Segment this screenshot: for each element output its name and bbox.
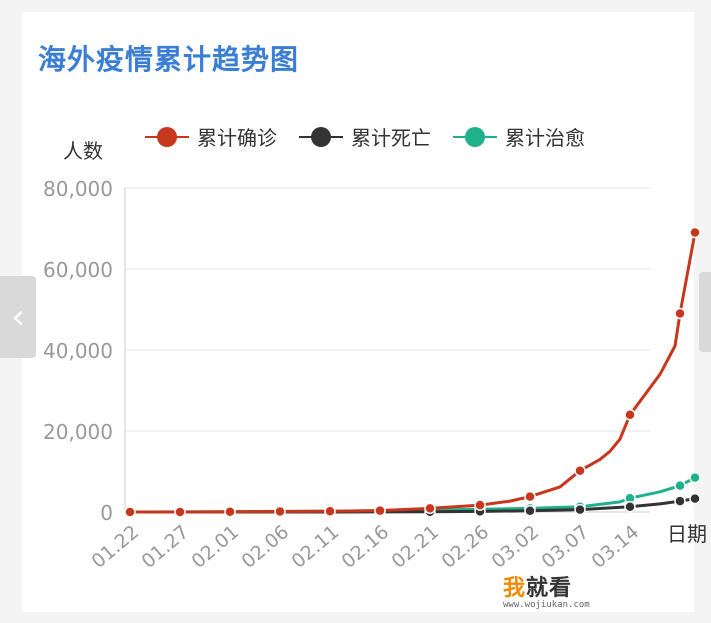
- watermark-main: 就看: [526, 576, 573, 601]
- legend-item-recovered[interactable]: 累计治愈: [453, 122, 585, 151]
- data-point: [674, 495, 686, 507]
- y-axis-label: 人数: [63, 139, 103, 163]
- watermark-accent: 我: [503, 576, 527, 601]
- legend-label-confirmed: 累计确诊: [197, 126, 277, 150]
- legend-item-deaths[interactable]: 累计死亡: [299, 122, 431, 151]
- data-point: [624, 500, 636, 513]
- data-point: [324, 505, 336, 518]
- data-point: [689, 471, 701, 484]
- legend-marker-deaths: [299, 126, 343, 147]
- legend-marker-confirmed: [145, 126, 189, 147]
- legend-marker-recovered: [453, 126, 497, 147]
- x-tick-label: 03.02: [487, 521, 543, 573]
- chart-legend: 累计确诊 累计死亡 累计治愈: [145, 122, 585, 151]
- series-line: [130, 232, 697, 514]
- watermark-logo: 我就看 www.wojiukan.com: [503, 570, 590, 610]
- data-point: [689, 226, 701, 239]
- next-arrow-button[interactable]: [699, 272, 711, 352]
- y-tick-label: 60,000: [43, 258, 113, 282]
- legend-label-recovered: 累计治愈: [505, 126, 585, 150]
- watermark-url: www.wojiukan.com: [503, 600, 590, 610]
- y-tick-label: 20,000: [43, 420, 113, 444]
- prev-arrow-button[interactable]: ‹: [0, 276, 36, 358]
- chevron-left-icon: ‹: [11, 297, 25, 337]
- data-point: [574, 464, 586, 477]
- data-point: [374, 504, 386, 517]
- data-point: [689, 492, 701, 505]
- data-point: [474, 499, 486, 511]
- x-tick-label: 02.26: [437, 521, 493, 573]
- x-tick-label: 01.27: [137, 521, 193, 573]
- data-point: [674, 479, 686, 492]
- x-tick-label: 02.16: [337, 521, 393, 573]
- legend-item-confirmed[interactable]: 累计确诊: [145, 122, 277, 151]
- y-tick-label: 0: [100, 501, 113, 525]
- x-tick-label: 02.01: [187, 521, 243, 573]
- x-tick-label: 02.06: [237, 521, 293, 573]
- data-point: [424, 502, 436, 515]
- x-tick-label: 02.11: [287, 521, 343, 573]
- data-point: [674, 307, 686, 320]
- data-point: [524, 505, 536, 517]
- x-tick-label: 03.14: [587, 521, 643, 573]
- x-tick-label: 02.21: [387, 521, 443, 573]
- data-point: [274, 505, 286, 518]
- y-tick-label: 80,000: [43, 177, 113, 201]
- x-tick-label: 01.22: [87, 521, 143, 573]
- x-tick-label: 03.07: [537, 521, 593, 573]
- data-point: [224, 506, 236, 518]
- x-axis-label: 日期: [667, 522, 707, 546]
- chart-title: 海外疫情累计趋势图: [38, 43, 300, 76]
- data-point: [574, 503, 586, 516]
- data-point: [174, 506, 186, 518]
- y-tick-label: 40,000: [43, 339, 113, 363]
- data-point: [624, 409, 636, 421]
- legend-label-deaths: 累计死亡: [351, 126, 431, 150]
- data-point: [124, 506, 136, 518]
- data-point: [524, 490, 536, 503]
